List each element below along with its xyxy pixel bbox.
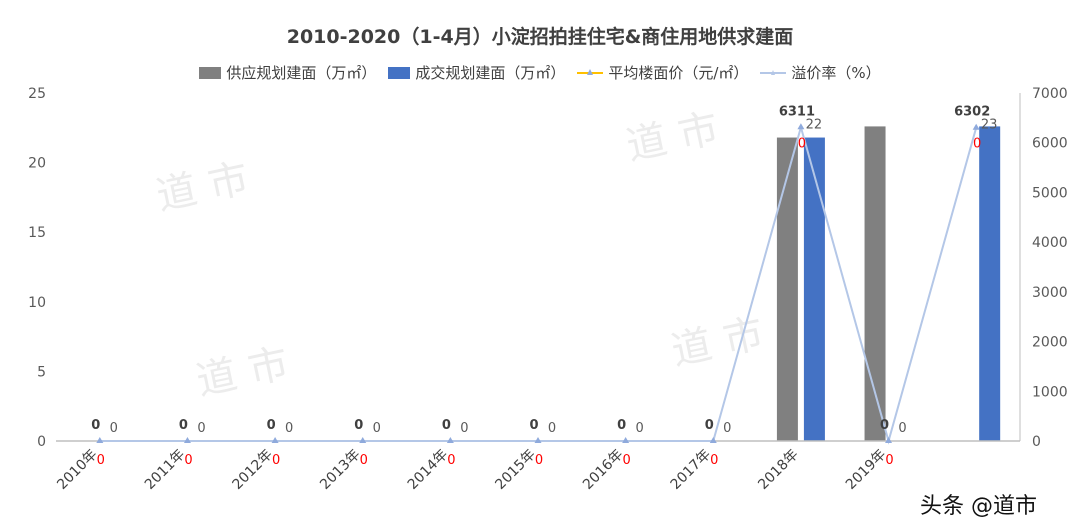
red-value-label: 0	[184, 453, 192, 468]
premium-label: 23	[981, 118, 998, 133]
legend-item-premium[interactable]: 溢价率（%）	[760, 62, 881, 83]
x-axis-category: 2017年	[668, 447, 714, 493]
price-label: 0	[179, 418, 188, 433]
right-axis-tick: 6000	[1032, 136, 1068, 152]
watermark-text: 道 市	[153, 156, 253, 220]
right-axis-tick: 5000	[1032, 185, 1068, 201]
legend-item-supply[interactable]: 供应规划建面（万㎡）	[199, 62, 376, 83]
left-axis-tick: 0	[37, 434, 46, 450]
line-marker	[359, 437, 367, 443]
price-label: 6311	[779, 104, 815, 119]
price-label: 0	[91, 418, 100, 433]
legend-label: 溢价率（%）	[791, 64, 881, 82]
premium-label: 0	[723, 421, 731, 436]
line-marker	[271, 437, 279, 443]
x-axis-category: 2010年	[54, 447, 100, 493]
premium-label: 22	[806, 117, 823, 132]
x-axis-category: 2016年	[580, 447, 626, 493]
price-label: 0	[529, 418, 538, 433]
right-axis-tick: 7000	[1032, 86, 1068, 102]
red-value-label: 0	[272, 453, 280, 468]
premium-label: 0	[635, 421, 643, 436]
x-axis-category: 2012年	[230, 447, 276, 493]
bar[interactable]	[776, 137, 798, 441]
right-axis-tick: 2000	[1032, 335, 1068, 351]
legend-label: 平均楼面价（元/㎡）	[608, 64, 749, 82]
legend-item-price[interactable]: 平均楼面价（元/㎡）	[577, 62, 748, 83]
legend-label: 供应规划建面（万㎡）	[226, 64, 377, 82]
premium-label: 0	[285, 421, 293, 436]
bar[interactable]	[979, 126, 1001, 442]
price-label: 0	[267, 418, 276, 433]
left-axis-tick: 5	[37, 364, 46, 380]
watermark-text: 道 市	[193, 341, 293, 405]
line-marker	[96, 437, 104, 443]
price-label: 6302	[954, 105, 990, 120]
left-axis-tick: 10	[28, 295, 46, 311]
line-marker	[885, 437, 893, 443]
legend-label: 成交规划建面（万㎡）	[415, 64, 566, 82]
line-marker	[972, 123, 980, 130]
x-axis-category: 2018年	[755, 447, 801, 493]
x-axis-category: 2019年	[843, 447, 889, 493]
watermark-text: 道 市	[668, 311, 768, 375]
legend-item-deal[interactable]: 成交规划建面（万㎡）	[388, 62, 565, 83]
red-value-label: 0	[622, 453, 630, 468]
red-value-label: 0	[973, 137, 981, 152]
bar[interactable]	[803, 137, 825, 441]
x-axis-category: 2015年	[492, 447, 538, 493]
price-label: 0	[442, 418, 451, 433]
left-axis-tick: 15	[28, 225, 46, 241]
right-axis-tick: 1000	[1032, 384, 1068, 400]
right-axis-tick: 0	[1032, 434, 1041, 450]
x-axis-category: 2011年	[142, 447, 188, 493]
red-value-label: 0	[97, 453, 105, 468]
line-marker	[446, 437, 454, 443]
premium-label: 0	[548, 421, 556, 436]
premium-label: 0	[460, 421, 468, 436]
chart-title: 2010-2020（1-4月）小淀招拍挂住宅&商住用地供求建面	[286, 26, 794, 48]
premium-label: 0	[898, 421, 906, 436]
legend-swatch-supply	[199, 66, 222, 79]
left-axis-tick: 20	[28, 156, 46, 172]
line-marker-icon	[577, 68, 604, 75]
red-value-label: 0	[798, 136, 806, 151]
premium-label: 0	[373, 421, 381, 436]
x-axis-category: 2014年	[405, 447, 451, 493]
line-marker	[797, 123, 805, 130]
footer-watermark: 头条 @道市	[920, 494, 1037, 519]
premium-label: 0	[197, 421, 205, 436]
right-axis-tick: 4000	[1032, 235, 1068, 251]
price-label: 0	[705, 418, 714, 433]
red-value-label: 0	[360, 453, 368, 468]
bar[interactable]	[864, 126, 886, 442]
red-value-label: 0	[885, 453, 893, 468]
line-marker	[622, 437, 630, 443]
left-axis-tick: 25	[28, 86, 46, 102]
x-axis-category: 2013年	[317, 447, 363, 493]
legend-swatch-deal	[388, 66, 411, 79]
line-marker	[709, 437, 717, 443]
price-label: 0	[617, 418, 626, 433]
line-marker	[183, 437, 191, 443]
price-label: 0	[880, 418, 889, 433]
line-marker	[534, 437, 542, 443]
watermark-text: 道 市	[623, 106, 723, 170]
line-marker-icon	[760, 69, 787, 75]
red-value-label: 0	[447, 453, 455, 468]
right-axis-tick: 3000	[1032, 285, 1068, 301]
red-value-label: 0	[710, 453, 718, 468]
price-label: 0	[354, 418, 363, 433]
red-value-label: 0	[535, 453, 543, 468]
premium-label: 0	[110, 421, 118, 436]
chart-legend: 供应规划建面（万㎡） 成交规划建面（万㎡） 平均楼面价（元/㎡） 溢价率（%）	[0, 62, 1080, 83]
